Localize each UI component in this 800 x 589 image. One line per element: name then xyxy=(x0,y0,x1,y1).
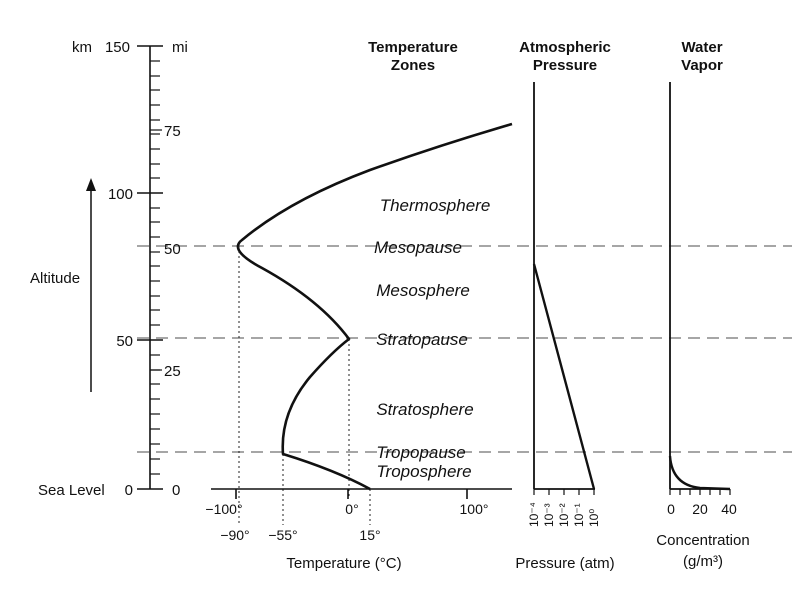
pressure-header-line2: Pressure xyxy=(533,57,597,74)
pressure-tick-1e0: 10⁰ xyxy=(587,509,601,527)
zone-troposphere: Troposphere xyxy=(376,462,471,481)
km-label-0: 0 xyxy=(125,482,133,499)
vapor-axis-title-line1: Concentration xyxy=(656,532,749,549)
zone-tropopause: Tropopause xyxy=(376,443,465,462)
km-label-50: 50 xyxy=(116,333,133,350)
vapor-axis-ticks xyxy=(669,489,731,495)
mi-label-0: 0 xyxy=(172,482,180,499)
zone-thermosphere: Thermosphere xyxy=(380,196,491,215)
mi-label-25: 25 xyxy=(164,363,181,380)
temp-mark-minus55: −55° xyxy=(268,527,297,543)
km-label-100: 100 xyxy=(108,186,133,203)
boundary-lines xyxy=(137,245,792,453)
sea-level-label: Sea Level xyxy=(38,482,105,499)
pressure-axis-title: Pressure (atm) xyxy=(515,555,614,572)
pressure-header-line1: Atmospheric xyxy=(519,39,611,56)
pressure-tick-1e-1: 10⁻¹ xyxy=(572,503,586,527)
temp-tick-0: 0° xyxy=(345,501,358,517)
pressure-panel xyxy=(532,82,596,490)
km-label-150: 150 xyxy=(105,39,130,56)
temp-mark-minus90: −90° xyxy=(220,527,249,543)
zone-mesopause: Mesopause xyxy=(374,238,462,257)
temp-tick-100: 100° xyxy=(460,501,489,517)
pressure-axis-ticks xyxy=(533,489,595,495)
vapor-axis-title-line2: (g/m³) xyxy=(683,553,723,570)
vapor-panel xyxy=(668,82,731,491)
pressure-tick-1e-3: 10⁻³ xyxy=(542,503,556,527)
km-unit-label: km xyxy=(72,39,92,56)
zone-stratosphere: Stratosphere xyxy=(376,400,473,419)
mi-label-75: 75 xyxy=(164,123,181,140)
mi-unit-label: mi xyxy=(172,39,188,56)
temperature-axis xyxy=(211,488,512,499)
pressure-tick-1e-2: 10⁻² xyxy=(557,503,571,527)
temperature-curve xyxy=(236,122,513,491)
vapor-tick-20: 20 xyxy=(692,501,708,517)
zone-stratopause: Stratopause xyxy=(376,330,468,349)
temperature-zones-header-line1: Temperature xyxy=(368,39,458,56)
vapor-tick-0: 0 xyxy=(667,501,675,517)
temperature-zones-header-line2: Zones xyxy=(391,57,435,74)
altitude-label: Altitude xyxy=(30,270,80,287)
water-vapor-header-line2: Vapor xyxy=(681,57,723,74)
pressure-tick-1e-4: 10⁻⁴ xyxy=(527,502,541,527)
altitude-axis xyxy=(137,45,163,490)
vapor-tick-40: 40 xyxy=(721,501,737,517)
pressure-curve xyxy=(532,263,596,490)
vapor-curve xyxy=(668,455,731,491)
mi-label-50: 50 xyxy=(164,241,181,258)
temperature-axis-title: Temperature (°C) xyxy=(286,555,401,572)
water-vapor-header-line1: Water xyxy=(681,39,722,56)
zone-mesosphere: Mesosphere xyxy=(376,281,470,300)
temp-mark-15: 15° xyxy=(359,527,380,543)
temp-tick-minus100: −100° xyxy=(205,501,242,517)
altitude-arrow xyxy=(86,178,96,392)
